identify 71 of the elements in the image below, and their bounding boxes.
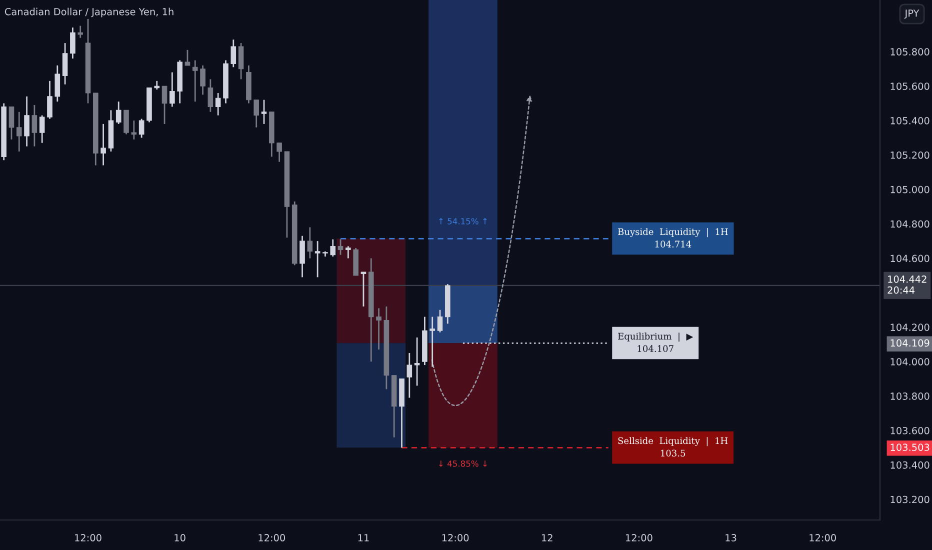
x-tick-label: 12:00 [810,534,836,542]
y-tick-label: 104.000 [890,358,930,366]
y-tick-label: 104.109 [890,339,930,347]
candlestick [414,336,420,386]
y-tick-label: 105.800 [890,48,930,56]
candlestick [78,25,83,39]
y-tick-label: 103.800 [890,392,930,400]
x-tick-label: 12:00 [258,534,286,542]
candlestick [200,64,206,96]
candlestick [254,99,259,128]
candlestick [170,72,175,108]
x-tick-label: 12 [542,534,552,542]
candlestick [70,26,76,60]
candlestick [208,78,214,113]
x-tick-label: 11 [358,534,369,542]
x-tick-label: 12:00 [442,534,469,542]
text: Canadian Dollar / Japanese Yen, 1h [4,8,174,18]
candlestick [47,80,52,120]
candlestick [39,114,45,144]
candlestick [376,308,382,350]
y-tick-label: 104.800 [890,220,930,228]
y-tick-label: 105.400 [890,117,930,124]
candlestick [32,104,38,148]
y-tick-label: 104.200 [890,324,930,331]
candlestick [184,49,190,66]
annotation: Sellside Liquidity | 1H 103.5 [618,437,728,457]
candlestick [437,309,443,334]
candlestick [16,111,22,152]
candlestick [360,271,366,308]
x-tick-label: 12:00 [626,534,652,542]
candlestick [261,99,267,125]
candlestick [162,85,168,125]
annotation: Equilibrium | ▶ 104.107 [618,332,694,352]
candlestick [131,120,137,140]
candlestick [62,42,68,86]
y-axis-title: JPY [904,10,920,19]
y-tick-label: 103.400 [890,461,930,469]
candlestick [215,92,221,116]
y-tick-label: 103.503 [890,444,930,451]
y-tick-label: 103.600 [890,426,930,434]
candlestick [406,352,412,398]
candlestick [300,235,305,278]
candlestick [307,226,313,259]
annotation: ↑ 54.15% ↑ [439,218,487,224]
y-tick-label: 105.200 [890,151,930,159]
ref-line-label: 104.442 20:44 [888,276,926,294]
candlestick [100,123,106,166]
x-tick-label: 13 [726,534,736,542]
candlestick [276,142,282,163]
candlestick [54,64,60,102]
x-tick-label: 10 [174,534,186,542]
annotation: ↓ 45.85% ↓ [439,460,487,467]
y-tick-label: 103.200 [890,496,930,504]
x-tick-label: 12:00 [75,534,102,542]
candlestick [230,38,236,68]
candlestick [430,316,435,368]
y-tick-label: 104.600 [890,254,930,262]
candlestick [346,246,351,259]
candlestick [8,106,14,140]
candlestick [116,100,122,125]
candlestick [24,96,30,148]
y-tick-label: 105.000 [890,186,930,194]
candlestick [330,238,336,258]
candlestick [138,118,144,138]
candlestick [124,110,129,135]
y-tick-label: 105.600 [890,82,930,90]
annotation: Buyside Liquidity | 1H 104.714 [618,228,728,248]
candlestick [314,240,320,278]
candlestick [238,42,244,80]
candlestick [192,60,198,102]
candlestick [338,238,344,256]
